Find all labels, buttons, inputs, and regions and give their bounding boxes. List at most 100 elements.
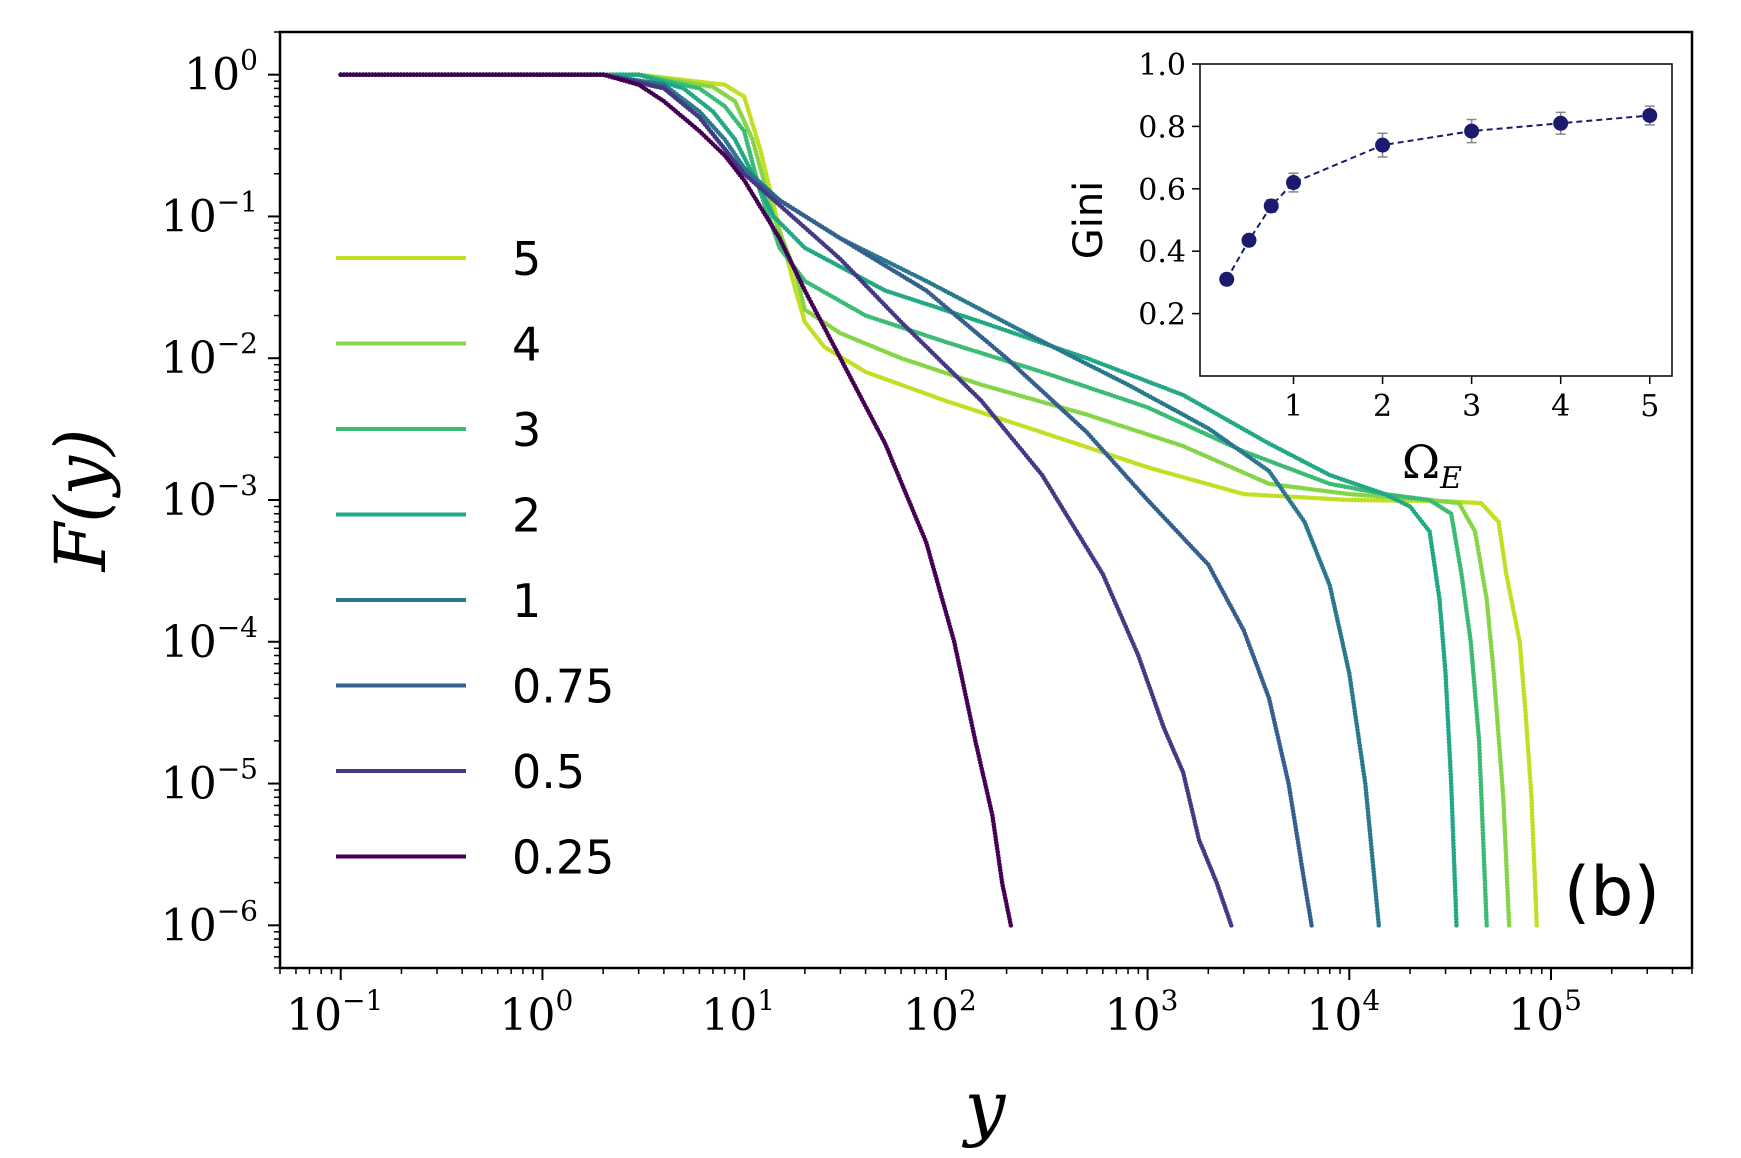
data-point	[547, 72, 552, 77]
data-point	[1453, 897, 1458, 903]
x-tick-label: 105	[1508, 984, 1582, 1041]
data-point	[1449, 787, 1454, 793]
legend-label: 4	[512, 318, 541, 372]
data-point	[344, 72, 350, 77]
legend-label: 2	[512, 489, 541, 543]
inset-marker	[1286, 175, 1302, 191]
data-point	[357, 72, 363, 77]
inset-y-tick-label: 0.8	[1138, 110, 1186, 145]
legend-item-5: 5	[336, 232, 541, 286]
series-2	[338, 72, 1459, 928]
data-point	[1447, 743, 1452, 748]
data-point	[1445, 718, 1451, 723]
data-point	[461, 72, 467, 77]
data-point	[1529, 801, 1534, 806]
inset-point	[1375, 132, 1391, 158]
data-point	[588, 72, 593, 77]
x-tick-label: 10−1	[286, 984, 383, 1041]
data-point	[347, 72, 353, 77]
legend-label: 0.25	[512, 831, 614, 885]
data-point	[1506, 923, 1512, 928]
y-tick-label: 10−2	[161, 327, 258, 384]
data-point	[464, 72, 470, 77]
data-point	[395, 72, 400, 77]
inset-x-tick-label: 3	[1462, 389, 1481, 424]
data-point	[1444, 702, 1450, 707]
data-point	[1450, 834, 1456, 840]
data-point	[572, 72, 577, 77]
y-tick-label: 10−3	[161, 469, 258, 526]
inset-y-tick-label: 1.0	[1138, 48, 1186, 83]
data-point	[411, 72, 416, 77]
legend-item-1: 1	[336, 574, 541, 628]
data-point	[1451, 841, 1456, 846]
main-series-group	[338, 72, 1540, 928]
inset-y-ticks: 0.2 0.4 0.6 0.8 1.0	[1138, 48, 1200, 333]
y-tick-label: 10−5	[161, 753, 258, 810]
data-point	[597, 72, 603, 77]
data-point	[1482, 878, 1488, 884]
data-point	[1479, 808, 1485, 814]
data-point	[1534, 923, 1540, 928]
data-point	[569, 72, 574, 77]
data-point	[1452, 872, 1457, 878]
data-point	[1454, 916, 1459, 922]
data-point	[1530, 829, 1536, 834]
legend-label: 3	[512, 403, 541, 457]
data-point	[1479, 799, 1484, 804]
data-point	[477, 72, 483, 77]
inset-marker	[1553, 115, 1569, 131]
data-point	[338, 72, 344, 77]
inset-point	[1219, 271, 1235, 287]
data-point	[623, 72, 629, 77]
data-point	[1480, 830, 1486, 836]
inset-x-axis-label: ΩE	[1402, 435, 1462, 496]
inset-y-axis-label: Gini	[1066, 181, 1112, 260]
data-point	[521, 72, 527, 77]
data-point	[518, 72, 524, 77]
main-y-ticks: 100 10−1 10−2 10−3 10−4 10−5 10−6	[161, 31, 280, 969]
x-tick-label: 103	[1105, 984, 1179, 1041]
data-point	[439, 72, 445, 77]
data-point	[1449, 793, 1454, 799]
inset-y-tick-label: 0.4	[1138, 235, 1186, 270]
main-x-axis-label: y	[962, 1065, 1007, 1149]
data-point	[1478, 786, 1484, 791]
data-point	[420, 72, 426, 77]
inset-point	[1553, 111, 1569, 135]
data-point	[1531, 857, 1537, 862]
data-point	[578, 72, 584, 77]
data-point	[1481, 862, 1487, 868]
data-point	[1453, 904, 1459, 909]
legend-label: 0.5	[512, 745, 585, 799]
data-point	[487, 72, 492, 77]
data-point	[1484, 919, 1489, 925]
inset-marker	[1241, 232, 1257, 248]
data-point	[594, 72, 600, 77]
legend-label: 1	[512, 574, 541, 628]
inset-y-tick-label: 0.6	[1138, 173, 1186, 208]
data-point	[1483, 910, 1489, 915]
data-point	[423, 72, 429, 77]
data-point	[480, 72, 486, 77]
legend-label: 5	[512, 232, 541, 286]
y-tick-label: 10−6	[161, 894, 258, 951]
inset-x-tick-label: 5	[1640, 389, 1659, 424]
y-tick-label: 100	[184, 44, 258, 101]
x-tick-label: 100	[500, 984, 574, 1041]
inset-point	[1263, 198, 1279, 214]
data-point	[1451, 847, 1456, 852]
data-point	[1454, 923, 1459, 928]
data-point	[1448, 774, 1454, 780]
data-point	[1450, 815, 1455, 821]
data-point	[543, 72, 549, 77]
data-point	[1531, 841, 1536, 847]
data-point	[1443, 683, 1449, 689]
data-point	[1481, 846, 1486, 852]
data-point	[1450, 828, 1456, 834]
x-tick-label: 104	[1306, 984, 1380, 1041]
inset-marker	[1464, 123, 1480, 139]
data-point	[496, 72, 502, 77]
data-point	[1450, 822, 1455, 827]
